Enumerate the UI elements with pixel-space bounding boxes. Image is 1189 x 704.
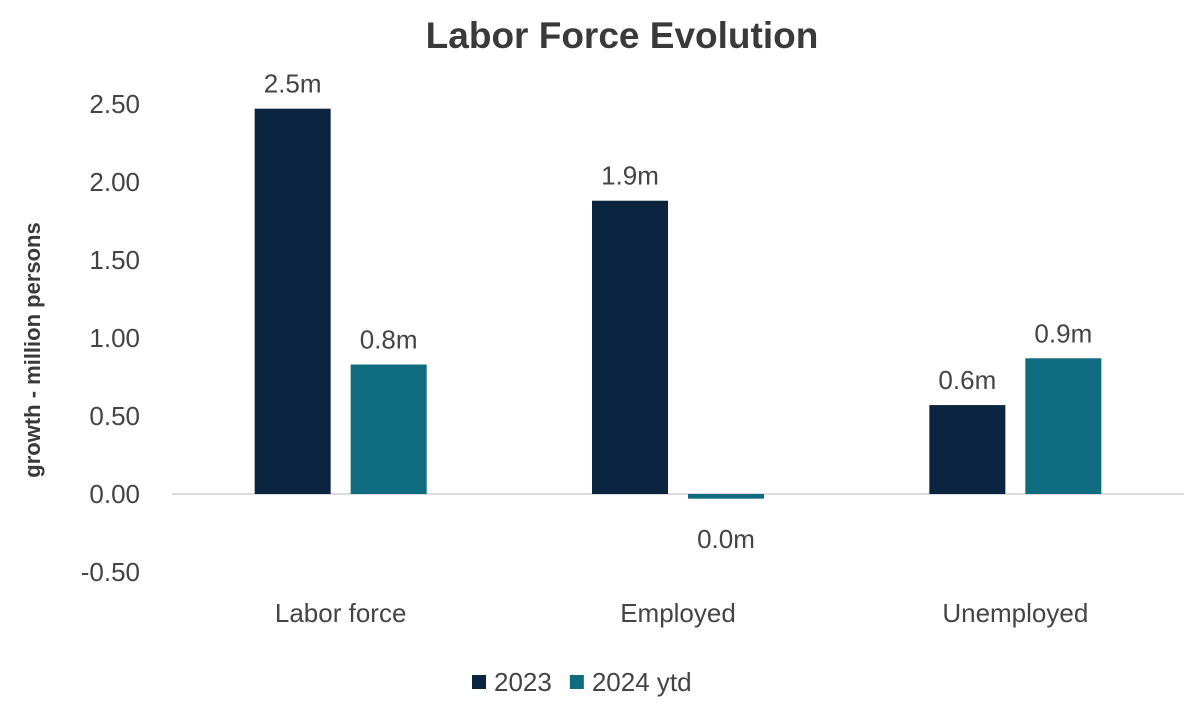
bars-group [254, 108, 1102, 499]
data-label: 0.0m [697, 524, 755, 554]
x-tick-label: Employed [620, 598, 736, 628]
data-label: 2.5m [264, 69, 322, 99]
bar-2023-1 [592, 200, 668, 494]
y-tick-label: 1.00 [89, 323, 140, 353]
y-tick-label: 0.00 [89, 479, 140, 509]
y-tick-label: 0.50 [89, 401, 140, 431]
x-tick-label: Labor force [275, 598, 407, 628]
data-label: 0.8m [360, 325, 418, 355]
bar-2023-2 [929, 405, 1006, 494]
y-tick-label: -0.50 [81, 557, 140, 587]
y-tick-label: 2.00 [89, 167, 140, 197]
chart-title: Labor Force Evolution [426, 15, 819, 56]
legend-swatch [472, 675, 486, 689]
data-label: 0.6m [938, 365, 996, 395]
legend-swatch [569, 675, 584, 689]
bar-2024-ytd-0 [350, 364, 427, 494]
data-label: 1.9m [601, 161, 659, 191]
data-labels-group: 2.5m 0.8m 1.9m 0.0m 0.6m 0.9m [264, 69, 1092, 554]
legend: 2023 2024 ytd [472, 667, 692, 697]
x-tick-label: Unemployed [942, 598, 1088, 628]
y-tick-label: 1.50 [89, 245, 140, 275]
y-axis-ticks: 2.50 2.00 1.50 1.00 0.50 0.00 -0.50 [81, 89, 140, 587]
legend-label: 2023 [494, 667, 552, 697]
bar-2024-ytd-2 [1025, 358, 1102, 494]
bar-2023-0 [254, 108, 331, 495]
y-axis-label: growth - million persons [20, 222, 45, 477]
data-label: 0.9m [1034, 318, 1092, 348]
bar-2024-ytd-1 [688, 494, 764, 499]
legend-label: 2024 ytd [592, 667, 692, 697]
x-axis-ticks: Labor force Employed Unemployed [275, 598, 1088, 628]
y-tick-label: 2.50 [89, 89, 140, 119]
